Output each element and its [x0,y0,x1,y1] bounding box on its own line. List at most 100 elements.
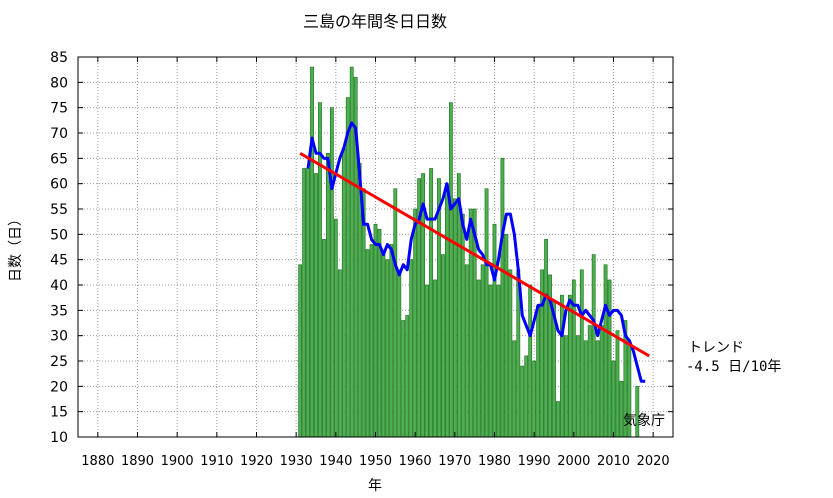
bar [329,107,334,438]
bar [429,168,433,438]
trend-value: -4.5 日/10年 [686,359,781,375]
bar [302,168,306,438]
bar [564,335,568,438]
bar [496,284,501,438]
bar [437,178,441,438]
bar [389,244,394,438]
x-axis-label: 年 [368,478,382,494]
bar [536,304,541,438]
bar [381,254,386,438]
x-axis: 1880 1890 1900 1910 1920 1930 1940 1950 1960 1970… [81,57,670,469]
bar [508,269,513,438]
y-tick-label: 65 [50,151,68,167]
bar [452,198,457,438]
bar [560,294,564,438]
x-tick-label: 2020 [637,454,670,469]
bar [413,208,418,438]
source-label: 気象庁 [623,413,665,429]
bar [441,254,445,438]
x-tick-label: 1950 [359,454,392,469]
x-tick-label: 1880 [81,454,114,469]
y-tick-label: 60 [50,177,68,193]
bar [587,325,592,438]
x-tick-label: 1990 [518,454,551,469]
x-tick-label: 1930 [280,454,313,469]
chart-title: 三島の年間冬日日数 [303,12,447,31]
y-tick-label: 30 [50,329,68,345]
bar [500,158,505,438]
bar [373,223,378,438]
bar [310,66,314,438]
bar [468,208,473,438]
x-tick-label: 1960 [399,454,432,469]
bar [341,147,346,438]
x-tick-label: 1910 [200,454,233,469]
bar [361,188,366,438]
bar [611,360,616,438]
bar [603,264,608,438]
bar [544,239,548,438]
bar [298,264,303,438]
x-tick-label: 1940 [319,454,352,469]
bar [306,168,310,438]
bar [385,259,390,438]
y-tick-label: 35 [50,303,68,319]
x-tick-label: 1890 [121,454,154,469]
bar [615,330,620,438]
bar [524,355,529,438]
y-tick-label: 85 [50,50,68,66]
bar [433,279,437,438]
bar [488,284,493,438]
bar [595,340,600,438]
y-tick-label: 40 [50,278,68,294]
bar [607,279,612,438]
y-tick-label: 55 [50,202,68,218]
y-axis: 10 15 20 25 30 35 40 45 50 55 60 65 70 75 80 85 [50,50,673,446]
trend-label: トレンド [688,340,744,356]
bar [520,365,525,438]
bar [397,269,402,438]
bar [409,259,414,438]
bar [445,183,449,438]
y-tick-label: 10 [50,430,68,446]
bar [484,188,489,438]
bar [326,152,330,438]
bar [556,401,560,438]
bar [393,188,398,438]
bar [599,325,604,438]
bar [635,386,640,438]
bar [401,320,406,438]
x-tick-label: 2010 [597,454,630,469]
y-tick-label: 80 [50,75,68,91]
bar [492,223,497,438]
y-tick-label: 20 [50,379,68,395]
trend-line [299,151,650,358]
bar [591,254,596,438]
bar [528,284,533,438]
bar [377,228,382,438]
bar [480,264,485,438]
y-tick-label: 45 [50,253,68,269]
bar [448,102,453,438]
y-tick-label: 25 [50,354,68,370]
bar [425,284,429,438]
x-tick-label: 1900 [161,454,194,469]
bar [333,218,338,438]
bar [314,173,318,438]
y-tick-label: 50 [50,227,68,243]
bar [464,264,469,438]
x-tick-label: 1970 [438,454,471,469]
bar [504,234,509,438]
y-tick-label: 15 [50,405,68,421]
bar [322,239,326,438]
bar [583,340,588,438]
bar [365,249,370,438]
line-series [299,121,650,383]
y-tick-label: 70 [50,126,68,142]
bar [567,294,572,438]
moving-average-line [306,121,646,383]
bar [532,360,537,438]
bar [579,269,584,438]
y-axis-label: 日数（日） [8,212,24,282]
